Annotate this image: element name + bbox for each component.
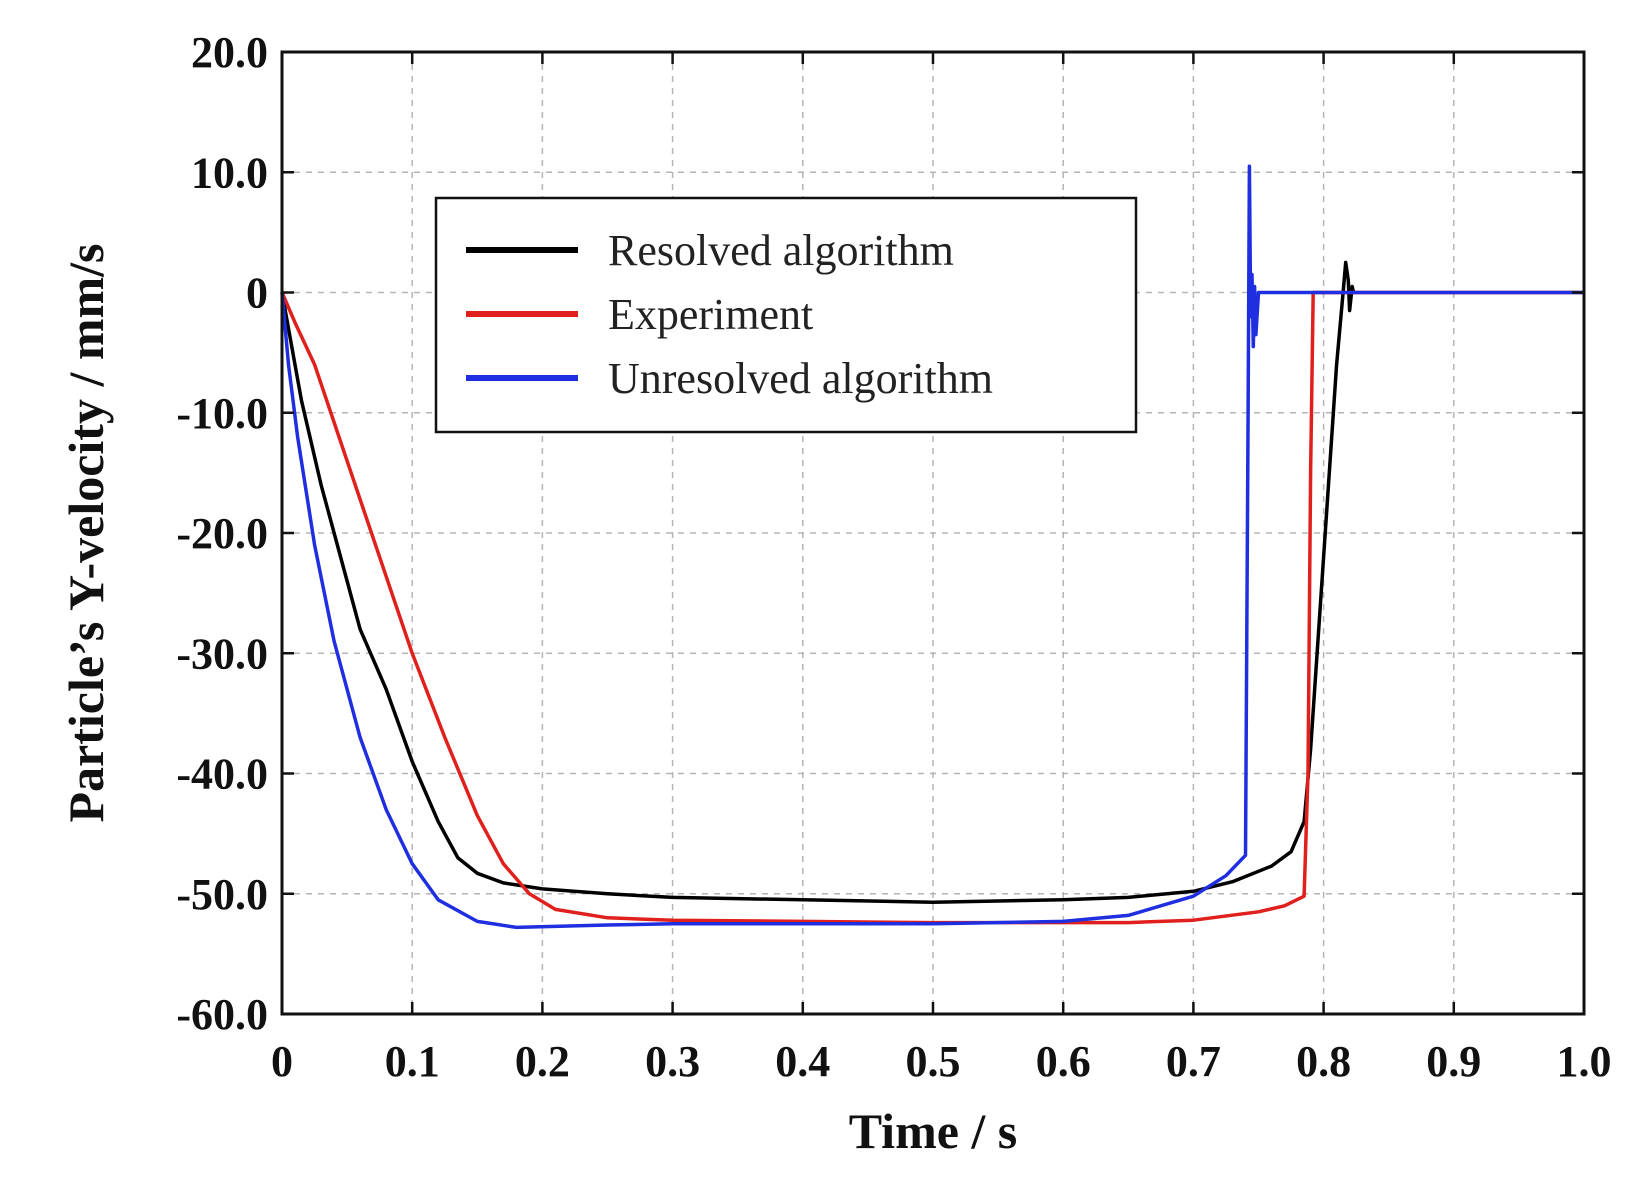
x-tick-label: 0.1 [385, 1037, 440, 1086]
x-tick-label: 0.2 [515, 1037, 570, 1086]
x-tick-label: 0.7 [1166, 1037, 1221, 1086]
x-tick-label: 0 [271, 1037, 293, 1086]
x-axis-label: Time / s [849, 1103, 1018, 1159]
y-tick-label: -60.0 [176, 990, 268, 1039]
y-tick-label: -10.0 [176, 389, 268, 438]
y-tick-label: 10.0 [191, 148, 268, 197]
tick-marks [280, 50, 1586, 1016]
x-tick-label: 0.6 [1036, 1037, 1091, 1086]
y-tick-label: 20.0 [191, 28, 268, 77]
legend: Resolved algorithm Experiment Unresolved a… [434, 196, 1138, 434]
y-tick-label: -50.0 [176, 870, 268, 919]
y-tick-labels: 20.0 10.0 0 -10.0 -20.0 -30.0 -40.0 -50.0 -60.0 [176, 28, 268, 1039]
y-tick-label: -30.0 [176, 629, 268, 678]
grid-lines [282, 52, 1584, 1014]
y-tick-label: -40.0 [176, 750, 268, 799]
legend-label-1: Resolved algorithm [608, 226, 954, 275]
series-line-3 [280, 164, 1584, 930]
x-tick-label: 0.5 [906, 1037, 961, 1086]
legend-label-3: Unresolved algorithm [608, 354, 993, 403]
x-tick-label: 0.4 [775, 1037, 830, 1086]
x-tick-label: 0.3 [645, 1037, 700, 1086]
legend-label-2: Experiment [608, 290, 813, 339]
x-tick-labels: 0 0.1 0.2 0.3 0.4 0.5 0.6 0.7 0.8 0.9 1.0 [271, 1037, 1612, 1086]
y-axis-label: Particle’s Y-velocity / mm/s [58, 244, 114, 823]
x-tick-label: 1.0 [1557, 1037, 1612, 1086]
x-tick-label: 0.8 [1296, 1037, 1351, 1086]
series-line-2 [280, 290, 1584, 925]
series-line-1 [280, 260, 1356, 904]
series-lines [280, 164, 1584, 930]
y-tick-label: -20.0 [176, 509, 268, 558]
x-tick-label: 0.9 [1426, 1037, 1481, 1086]
y-tick-label: 0 [246, 269, 268, 318]
